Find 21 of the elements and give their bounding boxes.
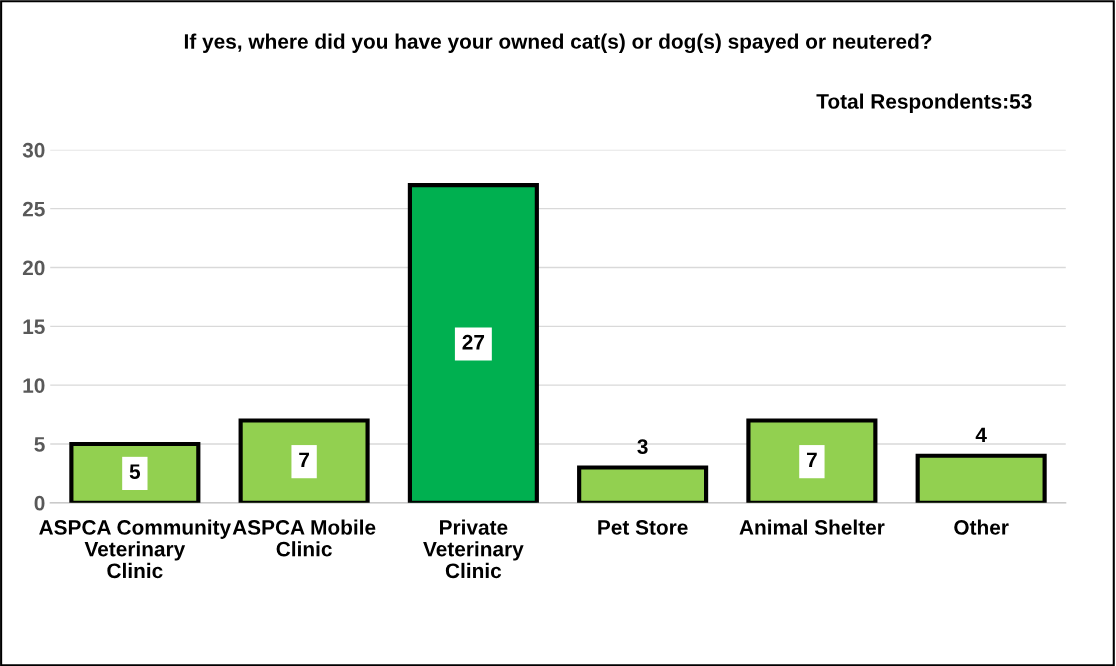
chart-title: If yes, where did you have your owned cat(s) or dog(s) spayed or neutered? (184, 33, 932, 54)
data-label: 4 (975, 427, 987, 443)
y-tick-label: 20 (22, 260, 45, 276)
data-label: 3 (637, 439, 648, 455)
data-label: 27 (462, 334, 485, 350)
y-tick-label: 10 (23, 378, 45, 393)
x-tick-label: Other (954, 519, 1009, 535)
x-tick-label: Pet Store (598, 520, 688, 535)
data-label: 5 (129, 464, 141, 480)
y-tick-label: 0 (34, 495, 45, 511)
y-tick-label: 5 (34, 437, 45, 452)
data-label: 7 (806, 452, 817, 468)
x-tick-label: ASPCA Mobile Clinic (232, 519, 376, 557)
x-tick-label: Private Veterinary Clinic (423, 519, 524, 579)
y-tick-label: 30 (22, 142, 45, 158)
data-label: 7 (299, 452, 309, 468)
text: Total Respondents:53 (816, 93, 1032, 113)
y-tick-label: 15 (23, 319, 45, 335)
y-tick-label: 25 (22, 201, 45, 217)
x-tick-label: Animal Shelter (739, 519, 885, 535)
x-tick-label: ASPCA Community Veterinary Clinic (39, 519, 231, 579)
